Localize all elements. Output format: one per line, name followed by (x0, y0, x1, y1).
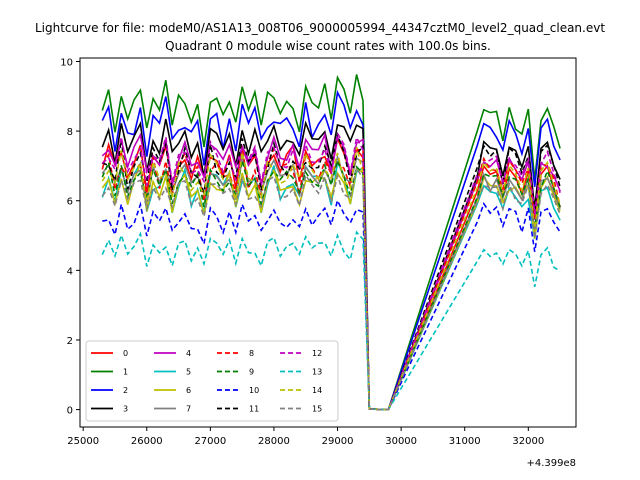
legend-label-11: 11 (249, 405, 259, 414)
legend-label-15: 15 (312, 405, 322, 414)
x-tick-label: 30000 (385, 436, 417, 447)
series-line-12 (101, 131, 561, 411)
x-axis: 25000 26000 27000 28000 29000 30000 31000 32000 (67, 427, 544, 447)
y-axis: 0 2 4 6 8 10 (60, 57, 80, 417)
legend-label-4: 4 (186, 349, 191, 358)
legend-label-1: 1 (123, 368, 128, 377)
chart-title: Quadrant 0 module wise count rates with … (165, 39, 491, 53)
legend-box (85, 340, 339, 422)
series-layer (101, 74, 561, 411)
y-tick-label: 4 (67, 266, 73, 277)
x-tick-label: 31000 (449, 436, 481, 447)
legend-label-12: 12 (312, 349, 322, 358)
series-line-11 (102, 131, 561, 411)
series-line-6 (101, 160, 561, 411)
legend-label-3: 3 (123, 405, 128, 414)
x-tick-label: 28000 (258, 436, 290, 447)
series-line-14 (101, 146, 561, 411)
series-line-9 (101, 158, 561, 411)
legend-label-0: 0 (123, 349, 128, 358)
series-line-1 (101, 74, 561, 411)
x-tick-label: 25000 (67, 436, 99, 447)
plot-frame (79, 57, 577, 428)
y-tick-label: 6 (67, 197, 73, 208)
legend-label-8: 8 (249, 349, 254, 358)
x-tick-label: 32000 (512, 436, 544, 447)
series-line-15 (101, 165, 561, 411)
legend-label-14: 14 (312, 386, 322, 395)
y-tick-label: 8 (67, 127, 73, 138)
legend-label-10: 10 (249, 386, 259, 395)
legend-label-6: 6 (186, 386, 191, 395)
x-tick-label: 27000 (194, 436, 226, 447)
legend-label-5: 5 (186, 368, 191, 377)
legend-label-7: 7 (186, 405, 191, 414)
x-tick-label: 29000 (322, 436, 354, 447)
legend-label-9: 9 (249, 368, 254, 377)
x-offset-label: +4.399e8 (526, 458, 576, 469)
series-line-13 (101, 230, 561, 411)
legend-label-2: 2 (123, 386, 128, 395)
y-tick-label: 2 (67, 336, 73, 347)
y-tick-label: 0 (67, 406, 73, 417)
figure-suptitle: Lightcurve for file: modeM0/AS1A13_008T0… (35, 21, 605, 35)
x-tick-label: 26000 (131, 436, 163, 447)
legend-label-13: 13 (312, 368, 322, 377)
series-line-10 (102, 198, 561, 411)
series-line-2 (101, 89, 561, 411)
y-tick-label: 10 (60, 57, 73, 68)
